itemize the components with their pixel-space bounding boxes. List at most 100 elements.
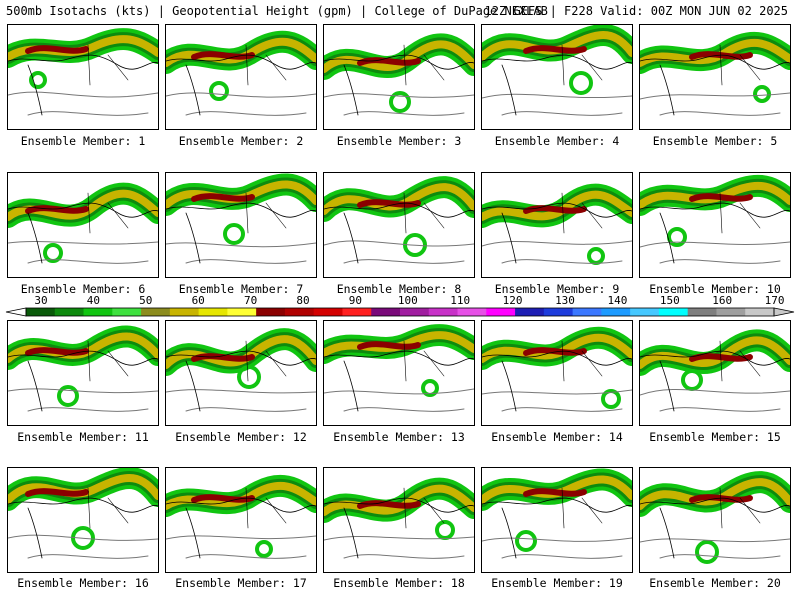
colorbar-swatch bbox=[457, 308, 487, 316]
colorbar-tick-label: 170 bbox=[764, 294, 785, 307]
isotach-map bbox=[8, 28, 158, 116]
ensemble-map-panel bbox=[323, 467, 475, 573]
colorbar-swatch bbox=[658, 308, 689, 316]
colorbar-swatch bbox=[83, 308, 113, 316]
colorbar-swatch bbox=[26, 308, 56, 316]
colorbar-swatch bbox=[716, 308, 746, 316]
ensemble-map-panel bbox=[639, 467, 791, 573]
ensemble-map-panel bbox=[481, 172, 633, 278]
ensemble-map-panel bbox=[481, 320, 633, 426]
member-caption: Ensemble Member: 16 bbox=[17, 576, 149, 590]
member-caption: Ensemble Member: 14 bbox=[491, 430, 623, 444]
ensemble-map-panel bbox=[7, 172, 159, 278]
isotach-map bbox=[166, 173, 316, 264]
colorbar-tick-label: 110 bbox=[450, 294, 471, 307]
colorbar-tick-label: 90 bbox=[348, 294, 363, 307]
colorbar-swatch bbox=[284, 308, 315, 316]
member-caption: Ensemble Member: 20 bbox=[649, 576, 781, 590]
colorbar-swatch bbox=[342, 308, 372, 316]
member-caption: Ensemble Member: 3 bbox=[336, 134, 462, 148]
isotach-map bbox=[324, 33, 474, 116]
header: 500mb Isotachs (kts) | Geopotential Heig… bbox=[0, 0, 800, 22]
ensemble-map-panel bbox=[481, 467, 633, 573]
member-caption: Ensemble Member: 12 bbox=[175, 430, 307, 444]
ensemble-map-panel bbox=[639, 24, 791, 130]
isotach-map bbox=[166, 475, 316, 559]
isotach-map bbox=[166, 328, 316, 412]
member-caption: Ensemble Member: 10 bbox=[649, 282, 781, 296]
ensemble-map-panel bbox=[165, 467, 317, 573]
isotach-map bbox=[482, 183, 632, 265]
colorbar-swatch bbox=[515, 308, 545, 316]
colorbar-swatch bbox=[543, 308, 574, 316]
isotach-map bbox=[8, 182, 158, 264]
colorbar-max-arrow bbox=[773, 307, 795, 317]
member-caption: Ensemble Member: 15 bbox=[649, 430, 781, 444]
member-caption: Ensemble Member: 6 bbox=[20, 282, 146, 296]
member-caption: Ensemble Member: 18 bbox=[333, 576, 465, 590]
colorbar-swatch bbox=[141, 308, 171, 316]
member-caption: Ensemble Member: 11 bbox=[17, 430, 149, 444]
isotach-map bbox=[640, 471, 790, 564]
colorbar-swatch bbox=[687, 308, 717, 316]
isotach-map bbox=[166, 30, 316, 116]
colorbar-tick-label: 40 bbox=[86, 294, 101, 307]
ensemble-map-panel bbox=[7, 320, 159, 426]
colorbar-tick-label: 150 bbox=[659, 294, 680, 307]
valid-time: F228 Valid: 00Z MON JUN 02 2025 bbox=[564, 4, 788, 18]
member-caption: Ensemble Member: 7 bbox=[178, 282, 304, 296]
colorbar-swatch bbox=[198, 308, 228, 316]
colorbar-swatch bbox=[227, 308, 257, 316]
isotach-map bbox=[640, 174, 790, 264]
colorbar-tick-label: 80 bbox=[296, 294, 310, 307]
colorbar-swatch bbox=[112, 308, 142, 316]
ensemble-map-panel bbox=[323, 172, 475, 278]
member-caption: Ensemble Member: 13 bbox=[333, 430, 465, 444]
colorbar-swatch bbox=[428, 308, 459, 316]
colorbar-tick-label: 50 bbox=[139, 294, 153, 307]
ensemble-map-panel bbox=[165, 172, 317, 278]
ensemble-map-panel bbox=[7, 24, 159, 130]
ensemble-map-panel bbox=[639, 172, 791, 278]
isotach-map bbox=[482, 25, 632, 116]
isotach-map bbox=[640, 329, 790, 412]
isotach-map bbox=[8, 325, 158, 412]
colorbar-swatch bbox=[486, 308, 516, 316]
colorbar-tick-label: 70 bbox=[243, 294, 258, 307]
isotach-map bbox=[8, 468, 158, 559]
colorbar-swatch bbox=[601, 308, 631, 316]
ensemble-map-panel bbox=[639, 320, 791, 426]
colorbar-swatch bbox=[400, 308, 430, 316]
colorbar-swatch bbox=[313, 308, 343, 316]
member-caption: Ensemble Member: 17 bbox=[175, 576, 307, 590]
colorbar-swatch bbox=[169, 308, 200, 316]
member-caption: Ensemble Member: 5 bbox=[652, 134, 778, 148]
colorbar-swatch bbox=[630, 308, 660, 316]
run-info: 12Z GEFS | F228 Valid: 00Z MON JUN 02 20… bbox=[484, 4, 788, 18]
ensemble-map-panel bbox=[323, 24, 475, 130]
colorbar-tick-label: 100 bbox=[397, 294, 418, 307]
ensemble-map-panel bbox=[165, 320, 317, 426]
member-caption: Ensemble Member: 8 bbox=[336, 282, 462, 296]
colorbar-swatch bbox=[54, 308, 85, 316]
isotach-map bbox=[324, 477, 474, 559]
colorbar-tick-label: 140 bbox=[607, 294, 628, 307]
isotach-map bbox=[482, 326, 632, 412]
colorbar-swatch bbox=[572, 308, 602, 316]
ensemble-map-panel bbox=[481, 24, 633, 130]
member-caption: Ensemble Member: 9 bbox=[494, 282, 620, 296]
isotach-map bbox=[324, 324, 474, 412]
colorbar-tick-label: 30 bbox=[34, 294, 48, 307]
colorbar-tick-label: 160 bbox=[712, 294, 733, 307]
isotach-map bbox=[324, 176, 474, 264]
colorbar-tick-label: 130 bbox=[555, 294, 575, 307]
ensemble-map-panel bbox=[323, 320, 475, 426]
product-title: 500mb Isotachs (kts) | Geopotential Heig… bbox=[6, 4, 548, 18]
ensemble-map-panel bbox=[7, 467, 159, 573]
isotach-map bbox=[482, 468, 632, 559]
member-caption: Ensemble Member: 1 bbox=[20, 134, 146, 148]
member-caption: Ensemble Member: 2 bbox=[178, 134, 304, 148]
ensemble-map-panel bbox=[165, 24, 317, 130]
member-caption: Ensemble Member: 4 bbox=[494, 134, 620, 148]
colorbar-tick-label: 60 bbox=[191, 294, 205, 307]
